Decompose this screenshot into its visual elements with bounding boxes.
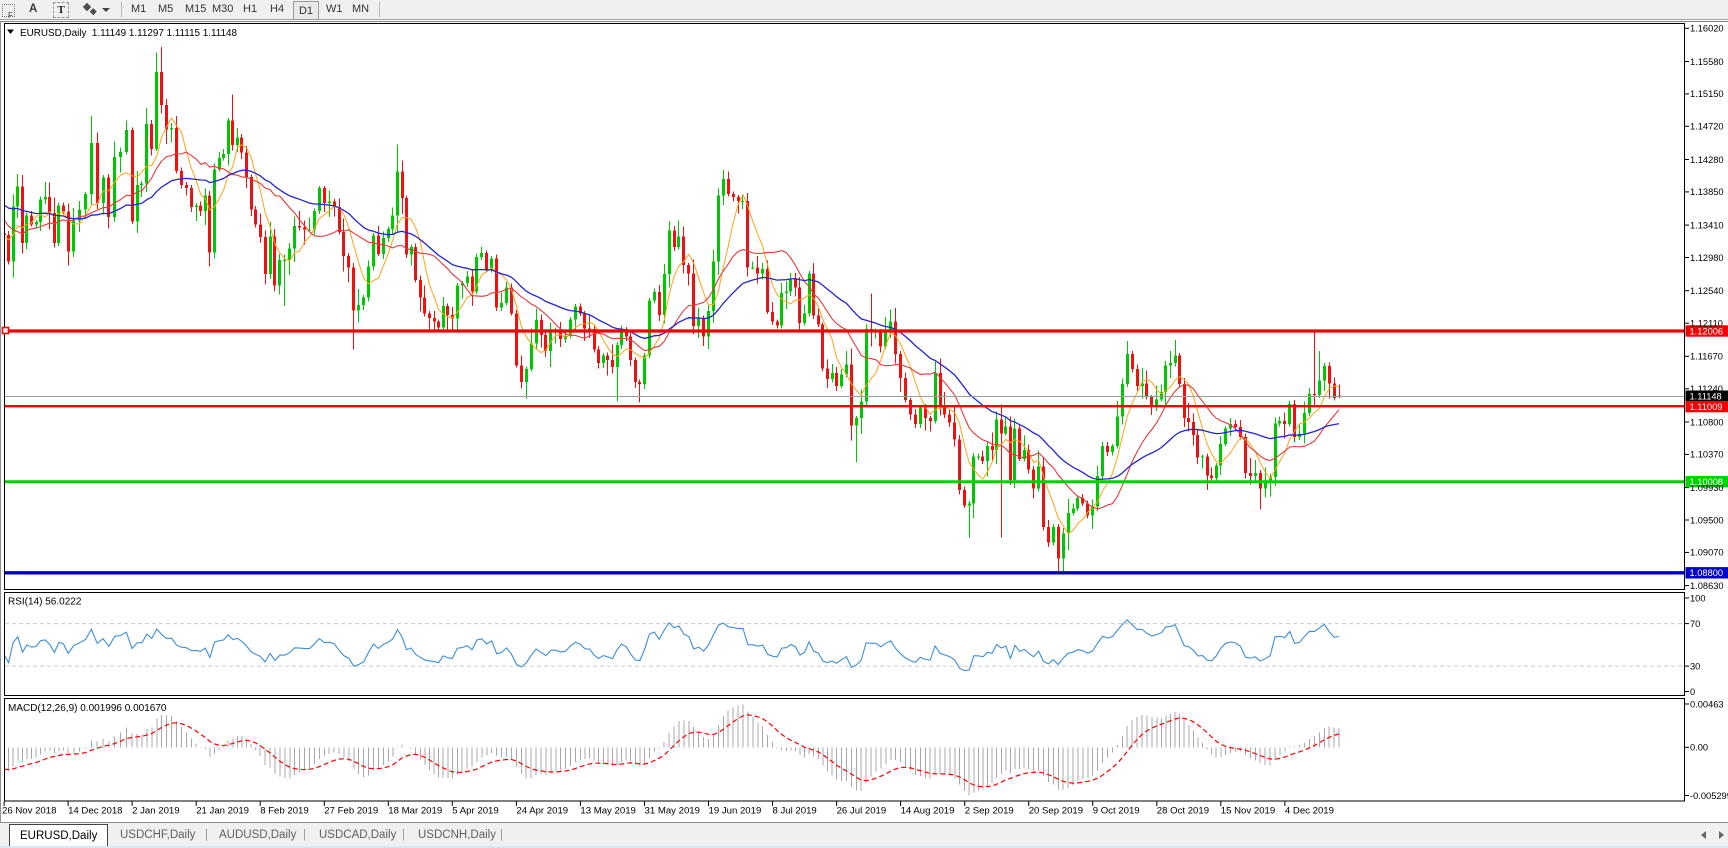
svg-text:-0.005299: -0.005299 (1690, 791, 1728, 801)
svg-text:1.12006: 1.12006 (1690, 326, 1724, 336)
svg-text:2 Jan 2019: 2 Jan 2019 (132, 806, 179, 817)
svg-text:28 Oct 2019: 28 Oct 2019 (1157, 806, 1209, 817)
svg-text:1.10370: 1.10370 (1690, 450, 1724, 460)
svg-text:1.10800: 1.10800 (1690, 417, 1724, 427)
svg-text:1.08800: 1.08800 (1690, 568, 1724, 578)
svg-text:9 Oct 2019: 9 Oct 2019 (1093, 806, 1140, 817)
svg-text:1.14280: 1.14280 (1690, 155, 1724, 165)
svg-text:21 Jan 2019: 21 Jan 2019 (196, 806, 249, 817)
svg-text:1.14720: 1.14720 (1690, 122, 1724, 132)
svg-text:0.00463: 0.00463 (1690, 699, 1724, 709)
svg-text:1.09500: 1.09500 (1690, 515, 1724, 525)
svg-text:1.15580: 1.15580 (1690, 57, 1724, 67)
svg-text:15 Nov 2019: 15 Nov 2019 (1221, 806, 1275, 817)
svg-text:1.11148: 1.11148 (1690, 392, 1722, 402)
svg-text:1.10008: 1.10008 (1690, 477, 1724, 487)
svg-text:MACD(12,26,9) 0.001996 0.00167: MACD(12,26,9) 0.001996 0.001670 (8, 703, 167, 714)
svg-text:18 Mar 2019: 18 Mar 2019 (388, 806, 442, 817)
svg-text:100: 100 (1690, 593, 1706, 603)
svg-text:14 Aug 2019: 14 Aug 2019 (901, 806, 955, 817)
svg-text:20 Sep 2019: 20 Sep 2019 (1029, 806, 1083, 817)
svg-text:0: 0 (1690, 687, 1695, 697)
svg-text:1.13410: 1.13410 (1690, 220, 1724, 230)
svg-text:26 Jul 2019: 26 Jul 2019 (837, 806, 887, 817)
svg-text:24 Apr 2019: 24 Apr 2019 (516, 806, 568, 817)
svg-text:5 Apr 2019: 5 Apr 2019 (452, 806, 498, 817)
svg-text:0.00: 0.00 (1690, 743, 1708, 753)
svg-text:1.11670: 1.11670 (1690, 352, 1723, 362)
svg-text:EURUSD,Daily 1.11149 1.11297: EURUSD,Daily 1.11149 1.11297 1.11115 1.1… (20, 28, 238, 39)
svg-text:1.12540: 1.12540 (1690, 286, 1724, 296)
svg-text:1.13850: 1.13850 (1690, 187, 1724, 197)
svg-text:14 Dec 2018: 14 Dec 2018 (68, 806, 122, 817)
svg-text:1.15150: 1.15150 (1690, 89, 1724, 99)
svg-text:30: 30 (1690, 661, 1700, 671)
svg-text:27 Feb 2019: 27 Feb 2019 (324, 806, 378, 817)
svg-text:31 May 2019: 31 May 2019 (645, 806, 700, 817)
svg-text:1.08630: 1.08630 (1690, 581, 1724, 591)
svg-text:13 May 2019: 13 May 2019 (580, 806, 635, 817)
svg-text:1.11009: 1.11009 (1690, 402, 1723, 412)
svg-text:26 Nov 2018: 26 Nov 2018 (2, 806, 56, 817)
svg-text:2 Sep 2019: 2 Sep 2019 (965, 806, 1014, 817)
svg-text:70: 70 (1690, 619, 1700, 629)
svg-text:1.16020: 1.16020 (1690, 24, 1724, 34)
svg-text:8 Jul 2019: 8 Jul 2019 (773, 806, 817, 817)
svg-text:1.12980: 1.12980 (1690, 253, 1724, 263)
svg-text:1.09070: 1.09070 (1690, 548, 1724, 558)
svg-text:RSI(14) 56.0222: RSI(14) 56.0222 (8, 597, 82, 608)
svg-text:19 Jun 2019: 19 Jun 2019 (709, 806, 762, 817)
svg-text:8 Feb 2019: 8 Feb 2019 (260, 806, 309, 817)
svg-text:4 Dec 2019: 4 Dec 2019 (1285, 806, 1334, 817)
